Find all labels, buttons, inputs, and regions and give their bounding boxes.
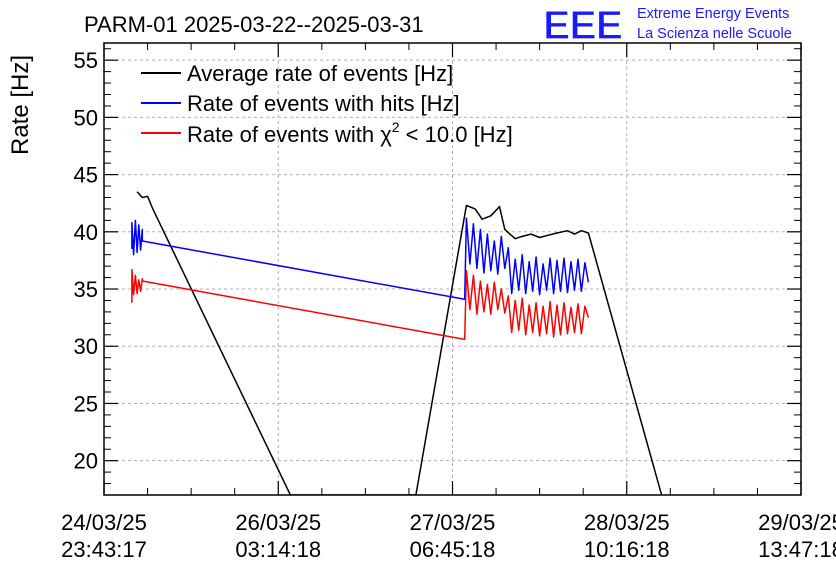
x-tick-date-label: 29/03/25 (758, 510, 836, 535)
y-tick-label: 55 (74, 48, 98, 73)
y-tick-label: 50 (74, 105, 98, 130)
legend-label-chi2-pre: Rate of events with χ (187, 122, 392, 147)
y-tick-label: 40 (74, 220, 98, 245)
eee-logo-mark: EEE (543, 2, 622, 48)
chart-title: PARM-01 2025-03-22--2025-03-31 (84, 12, 424, 37)
legend-label-average: Average rate of events [Hz] (187, 61, 453, 86)
legend-label-chi2-sup: 2 (392, 119, 400, 135)
series-average-line (136, 191, 663, 495)
eee-logo-line1: Extreme Energy Events (637, 6, 789, 22)
x-tick-time-label: 10:16:18 (584, 537, 670, 562)
legend-label-chi2: Rate of events with χ2 < 10.0 [Hz] (187, 119, 513, 147)
series-hits-line (131, 217, 590, 301)
x-tick-time-label: 23:43:17 (61, 537, 147, 562)
y-tick-label: 25 (74, 391, 98, 416)
y-tick-label: 30 (74, 334, 98, 359)
series-layer (131, 191, 663, 495)
eee-logo-line2: La Scienza nelle Scuole (637, 26, 792, 42)
x-tick-time-label: 03:14:18 (235, 537, 321, 562)
y-tick-label: 35 (74, 277, 98, 302)
legend-label-chi2-post: < 10.0 [Hz] (400, 122, 513, 147)
x-tick-time-label: 13:47:18 (758, 537, 836, 562)
y-tick-label: 45 (74, 163, 98, 188)
y-axis-label: Rate [Hz] (7, 55, 34, 155)
series-chi2-line (131, 268, 590, 341)
x-tick-date-label: 26/03/25 (235, 510, 321, 535)
eee-logo: EEE Extreme Energy Events La Scienza nel… (542, 1, 792, 48)
legend-label-hits: Rate of events with hits [Hz] (187, 91, 460, 116)
legend: Average rate of events [Hz] Rate of even… (141, 61, 513, 147)
y-tick-label: 20 (74, 449, 98, 474)
x-tick-date-label: 24/03/25 (61, 510, 147, 535)
x-tick-date-label: 28/03/25 (584, 510, 670, 535)
x-tick-time-label: 06:45:18 (410, 537, 496, 562)
x-tick-date-label: 27/03/25 (410, 510, 496, 535)
